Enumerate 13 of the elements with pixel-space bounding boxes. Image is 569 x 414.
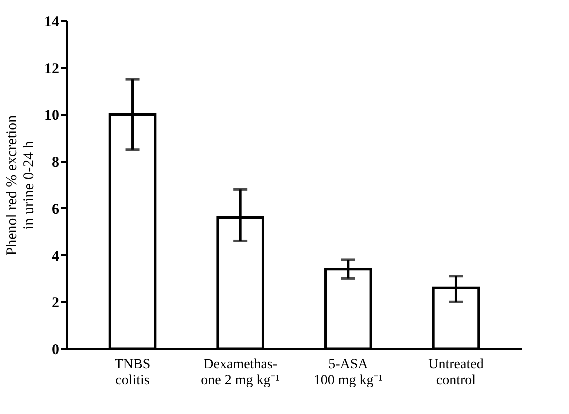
y-tick-label: 10 [44, 108, 60, 124]
y-tick-label: 12 [44, 61, 60, 78]
y-tick-label: 4 [52, 248, 60, 265]
x-tick-label: Dexamethas- one 2 mg kg⁻¹ [201, 358, 280, 388]
y-tick-label: 2 [52, 296, 60, 312]
x-tick-label: TNBS colitis [114, 358, 151, 388]
x-tick-label: Untreated control [428, 358, 484, 388]
y-tick-label: 6 [52, 202, 60, 218]
y-tick-label: 8 [52, 155, 60, 172]
y-axis-title: Phenol red % excretion in urine 0-24 h [4, 114, 38, 256]
x-tick-label: 5-ASA 100 mg kg⁻¹ [314, 358, 383, 388]
y-tick-label: 0 [52, 342, 60, 358]
y-tick-label: 14 [44, 14, 60, 30]
